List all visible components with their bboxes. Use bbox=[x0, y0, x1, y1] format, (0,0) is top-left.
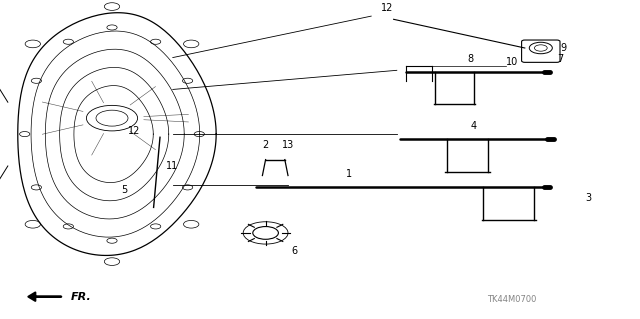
Text: FR.: FR. bbox=[70, 292, 91, 302]
Text: 2: 2 bbox=[262, 140, 269, 150]
Circle shape bbox=[104, 3, 120, 11]
Text: 13: 13 bbox=[282, 140, 294, 150]
Text: 7: 7 bbox=[557, 54, 563, 64]
Text: 8: 8 bbox=[467, 54, 474, 64]
Text: 5: 5 bbox=[122, 185, 128, 195]
Text: 1: 1 bbox=[346, 169, 352, 179]
Circle shape bbox=[25, 40, 40, 48]
Text: 9: 9 bbox=[560, 43, 566, 53]
Text: 12: 12 bbox=[129, 126, 141, 136]
Circle shape bbox=[104, 258, 120, 265]
Text: 4: 4 bbox=[470, 121, 477, 131]
Text: 12: 12 bbox=[381, 3, 394, 13]
FancyArrowPatch shape bbox=[28, 293, 61, 301]
Text: 10: 10 bbox=[506, 57, 518, 67]
Circle shape bbox=[184, 40, 199, 48]
Text: 6: 6 bbox=[291, 246, 298, 256]
Circle shape bbox=[184, 220, 199, 228]
Text: 3: 3 bbox=[586, 193, 592, 203]
Text: TK44M0700: TK44M0700 bbox=[487, 295, 537, 304]
Circle shape bbox=[25, 220, 40, 228]
Text: 11: 11 bbox=[166, 161, 179, 171]
